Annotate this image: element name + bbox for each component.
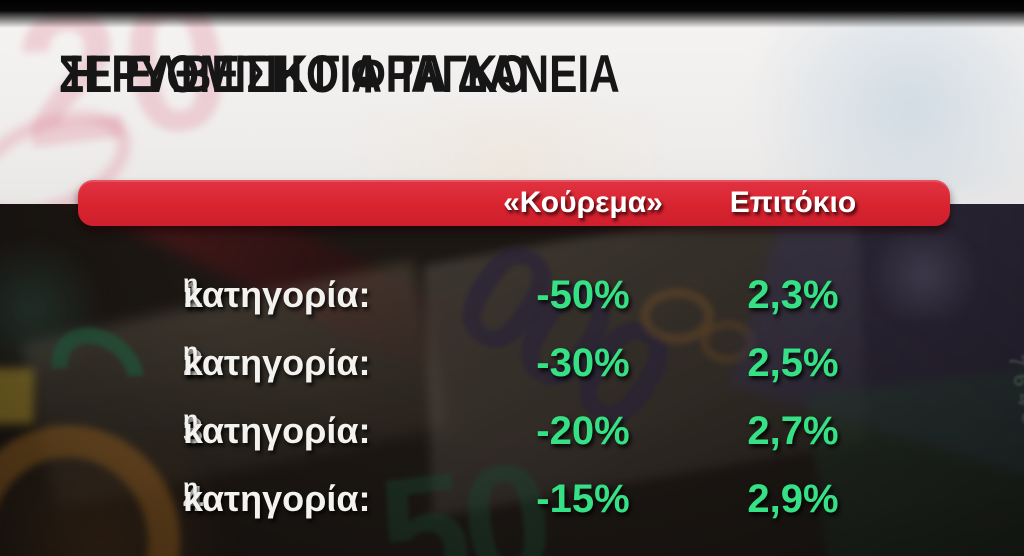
category-word: κατηγορία:	[183, 478, 371, 519]
pale-blue-wash	[700, 15, 1024, 195]
column-header-haircut: «Κούρεμα»	[503, 186, 663, 219]
ordinal-superscript: η	[183, 270, 199, 298]
rate-value: 2,7%	[747, 409, 839, 453]
ordinal-superscript: η	[183, 406, 199, 434]
ordinal-superscript: η	[183, 338, 199, 366]
top-black-strip	[0, 0, 1024, 28]
category-number: 2	[183, 342, 204, 383]
rate-value: 2,5%	[747, 341, 839, 385]
bronze-coin	[640, 288, 714, 344]
category-table: 1 η κατηγορία: -50% 2,3% 2 η κατηγορία: -30%…	[0, 261, 1024, 541]
title-band: 20	[0, 0, 1024, 204]
column-header-bar: «Κούρεμα» Επιτόκιο	[78, 180, 950, 226]
warm-glow-bottom-left	[0, 440, 260, 556]
column-header-rate: Επιτόκιο	[729, 186, 857, 219]
ordinal-superscript: η	[183, 474, 199, 502]
table-row-category-3: 3 η κατηγορία: -20% 2,7%	[0, 397, 1024, 465]
title-line-2: ΣΕ ΕΛΒΕΤΙΚΟ ΦΡΑΓΚΟ	[58, 45, 529, 104]
yellow-hologram-chip	[0, 368, 34, 424]
title-line-1: Η ΡΥΘΜΙΣΗ ΓΙΑ ΤΑ ΔΑΝΕΙΑ	[68, 45, 620, 104]
blue-banknote-speckle	[860, 230, 990, 320]
haircut-value: -30%	[536, 341, 630, 385]
haircut-value: -50%	[536, 273, 630, 317]
haircut-value: -20%	[536, 409, 630, 453]
category-word: κατηγορία:	[183, 274, 371, 315]
category-number: 1	[183, 274, 204, 315]
table-row-category-1: 1 η κατηγορία: -50% 2,3%	[0, 261, 1024, 329]
category-word: κατηγορία:	[183, 410, 371, 451]
haircut-value: -15%	[536, 477, 630, 521]
table-row-category-2: 2 η κατηγορία: -30% 2,5%	[0, 329, 1024, 397]
category-number: 4	[183, 478, 204, 519]
rate-value: 2,3%	[747, 273, 839, 317]
category-number: 3	[183, 410, 204, 451]
category-word: κατηγορία:	[183, 342, 371, 383]
table-row-category-4: 4 η κατηγορία: -15% 2,9%	[0, 465, 1024, 533]
rate-value: 2,9%	[747, 477, 839, 521]
